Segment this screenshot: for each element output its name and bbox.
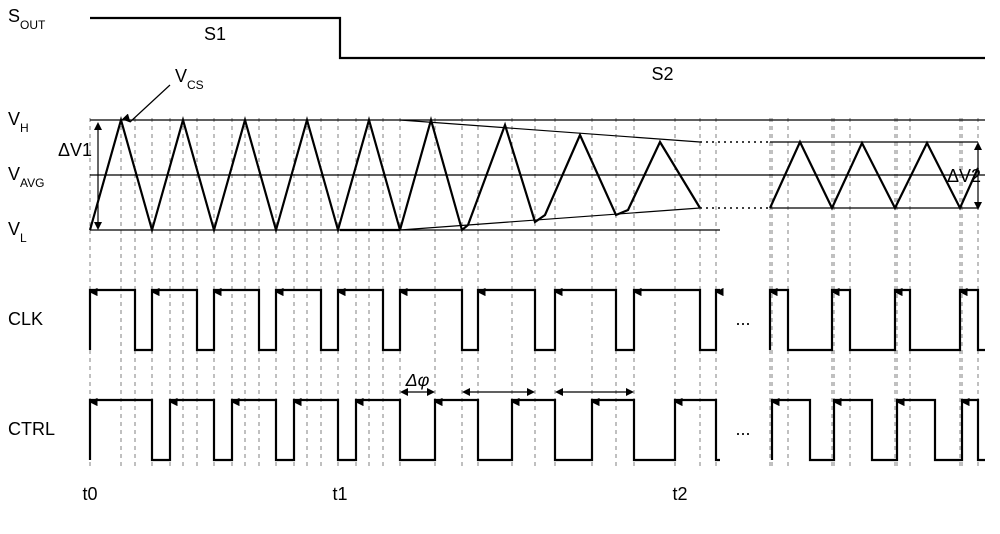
trans-arrow-0: [462, 388, 535, 396]
trans-arrow-1: [555, 388, 634, 396]
label-s2: S2: [651, 64, 673, 84]
ctrl-trace-2: [772, 400, 985, 460]
clk-trace-1: [90, 290, 720, 350]
label-vh: VH: [8, 109, 29, 135]
label-t2: t2: [672, 484, 687, 504]
label-ctrl: CTRL: [8, 419, 55, 439]
label-dv1: ΔV1: [58, 140, 92, 160]
label-s1: S1: [204, 24, 226, 44]
label-sout: SOUT: [8, 6, 46, 32]
timing-diagram: ...... SOUT VH VAVG VL VCS CLK CTRL S1 S2 ΔV1 ΔV2 Δφ…: [0, 0, 1000, 534]
label-vavg: VAVG: [8, 164, 44, 190]
label-vl: VL: [8, 219, 27, 245]
label-vcs: VCS: [175, 66, 204, 92]
label-dphi: Δφ: [405, 370, 430, 390]
label-dv2: ΔV2: [947, 166, 981, 186]
ctrl-ellipsis: ...: [735, 419, 750, 439]
clk-trace-2: [770, 290, 985, 350]
vcs-pointer: [130, 85, 170, 122]
label-t0: t0: [82, 484, 97, 504]
label-clk: CLK: [8, 309, 43, 329]
ctrl-trace-1: [90, 400, 720, 460]
clk-ellipsis: ...: [735, 309, 750, 329]
label-t1: t1: [332, 484, 347, 504]
